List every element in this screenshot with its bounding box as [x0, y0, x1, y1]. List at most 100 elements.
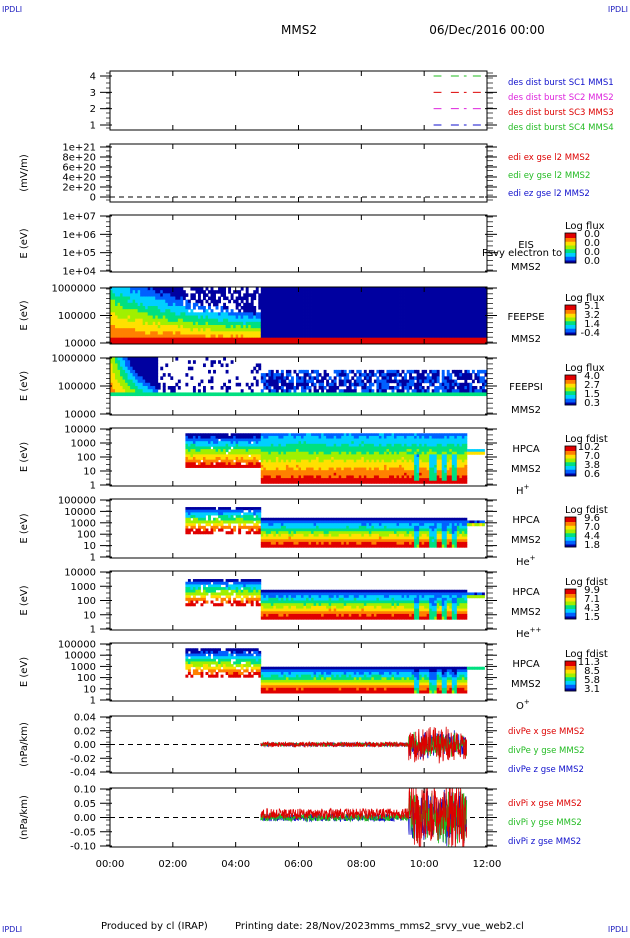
spec-cell — [356, 460, 359, 463]
spec-cell — [304, 306, 307, 310]
spec-cell — [158, 322, 161, 326]
spec-cell — [125, 325, 128, 329]
spec-cell — [402, 309, 405, 313]
spec-cell — [226, 465, 229, 468]
spec-cell — [351, 335, 354, 339]
spec-cell — [221, 457, 224, 460]
spec-cell — [236, 460, 239, 463]
spec-cell — [326, 319, 329, 323]
spec-cell — [211, 380, 214, 384]
spec-cell — [163, 331, 166, 335]
spec-cell — [412, 297, 415, 301]
spec-cell — [477, 312, 480, 316]
spec-cell — [341, 389, 344, 393]
spec-cell — [160, 300, 163, 304]
spec-cell — [241, 439, 244, 442]
spec-cell — [120, 373, 123, 377]
spec-cell — [113, 383, 116, 387]
spec-cell — [120, 322, 123, 326]
spec-cell — [394, 303, 397, 307]
spec-cell — [316, 338, 319, 342]
spec-cell — [407, 335, 410, 339]
spec-cell — [261, 290, 264, 294]
spec-cell — [160, 312, 163, 316]
spec-cell — [334, 452, 337, 455]
spec-cell — [115, 360, 118, 364]
spec-cell — [115, 328, 118, 332]
spec-cell — [447, 331, 450, 335]
spec-cell — [243, 328, 246, 332]
spec-cell — [281, 386, 284, 390]
spec-cell — [268, 433, 271, 436]
spec-cell — [233, 433, 236, 436]
spec-cell — [190, 335, 193, 339]
spec-cell — [477, 389, 480, 393]
spec-cell — [281, 373, 284, 377]
spec-cell — [462, 312, 465, 316]
spec-cell — [374, 290, 377, 294]
spec-cell — [138, 287, 141, 291]
spec-cell — [185, 465, 188, 468]
spec-cell — [251, 300, 254, 304]
spec-cell — [349, 287, 352, 291]
spec-cell — [133, 312, 136, 316]
spec-cell — [263, 297, 266, 301]
spec-cell — [213, 454, 216, 457]
spec-cell — [246, 441, 249, 444]
spec-cell — [354, 386, 357, 390]
spec-cell — [288, 338, 291, 342]
spec-cell — [326, 306, 329, 310]
spec-cell — [304, 328, 307, 332]
spec-cell — [341, 380, 344, 384]
spec-cell — [482, 322, 485, 326]
spec-cell — [128, 328, 131, 332]
spec-cell — [238, 465, 241, 468]
spec-cell — [261, 287, 264, 291]
spec-cell — [354, 433, 357, 436]
spec-cell — [379, 383, 382, 387]
spec-cell — [221, 439, 224, 442]
spec-cell — [452, 389, 455, 393]
spec-cell — [286, 335, 289, 339]
spec-cell — [188, 312, 191, 316]
spec-cell — [304, 475, 307, 478]
spec-cell — [231, 360, 234, 364]
spec-cell — [135, 287, 138, 291]
spec-cell — [271, 312, 274, 316]
spec-cell — [273, 468, 276, 471]
spec-cell — [444, 386, 447, 390]
spec-cell — [304, 293, 307, 297]
spec-cell — [125, 287, 128, 291]
spec-cell — [429, 297, 432, 301]
spec-cell — [304, 297, 307, 301]
spec-cell — [188, 439, 191, 442]
spec-cell — [130, 380, 133, 384]
spec-cell — [246, 309, 249, 313]
spec-cell — [155, 386, 158, 390]
spec-cell — [346, 475, 349, 478]
spec-cell — [464, 370, 467, 374]
spec-cell — [170, 331, 173, 335]
spec-cell — [190, 433, 193, 436]
spec-cell — [183, 331, 186, 335]
spec-cell — [273, 386, 276, 390]
spec-cell — [208, 449, 211, 452]
spec-cell — [459, 312, 462, 316]
spec-cell — [427, 316, 430, 320]
spec-cell — [296, 433, 299, 436]
spec-cell — [336, 462, 339, 465]
spec-cell — [482, 290, 485, 294]
spec-cell — [354, 306, 357, 310]
spec-cell — [424, 309, 427, 313]
spec-cell — [374, 392, 377, 396]
spec-cell — [422, 335, 425, 339]
spec-cell — [226, 312, 229, 316]
spec-cell — [288, 335, 291, 339]
spec-cell — [364, 373, 367, 377]
spec-cell — [216, 331, 219, 335]
spec-cell — [301, 452, 304, 455]
spec-cell — [474, 309, 477, 313]
spec-cell — [407, 328, 410, 332]
spec-cell — [339, 328, 342, 332]
spec-cell — [188, 465, 191, 468]
